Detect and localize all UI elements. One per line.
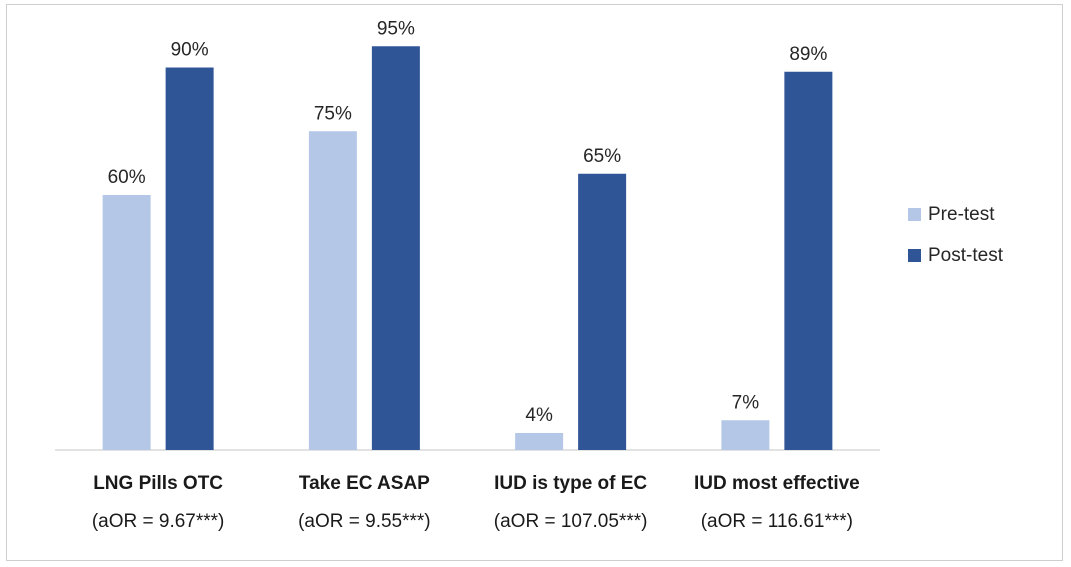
data-label: 89% bbox=[789, 44, 827, 65]
legend-label: Post-test bbox=[928, 245, 1004, 266]
legend-swatch bbox=[908, 208, 921, 221]
legend-label: Pre-test bbox=[928, 204, 995, 225]
category-label: LNG Pills OTC bbox=[93, 473, 223, 494]
data-label: 7% bbox=[732, 392, 760, 413]
data-label: 65% bbox=[583, 146, 621, 167]
bar-pre-test-4 bbox=[721, 420, 770, 450]
bar-post-test-3 bbox=[578, 173, 627, 450]
data-label: 90% bbox=[171, 40, 209, 61]
category-label: IUD is type of EC bbox=[494, 473, 647, 494]
category-note: (aOR = 9.67***) bbox=[92, 511, 225, 532]
category-note: (aOR = 116.61***) bbox=[701, 511, 853, 532]
bar-pre-test-1 bbox=[102, 195, 151, 450]
data-label: 95% bbox=[377, 18, 415, 39]
bar-post-test-2 bbox=[371, 46, 420, 450]
data-label: 4% bbox=[525, 405, 553, 426]
bar-pre-test-2 bbox=[308, 131, 357, 450]
bar-post-test-4 bbox=[784, 71, 833, 450]
data-label: 75% bbox=[314, 103, 352, 124]
bar-post-test-1 bbox=[165, 67, 214, 450]
bar-pre-test-3 bbox=[515, 433, 564, 450]
category-label: IUD most effective bbox=[694, 473, 860, 494]
data-label: 60% bbox=[108, 167, 146, 188]
category-note: (aOR = 9.55***) bbox=[298, 511, 431, 532]
category-label: Take EC ASAP bbox=[299, 473, 430, 494]
category-note: (aOR = 107.05***) bbox=[494, 511, 648, 532]
legend-swatch bbox=[908, 249, 921, 262]
